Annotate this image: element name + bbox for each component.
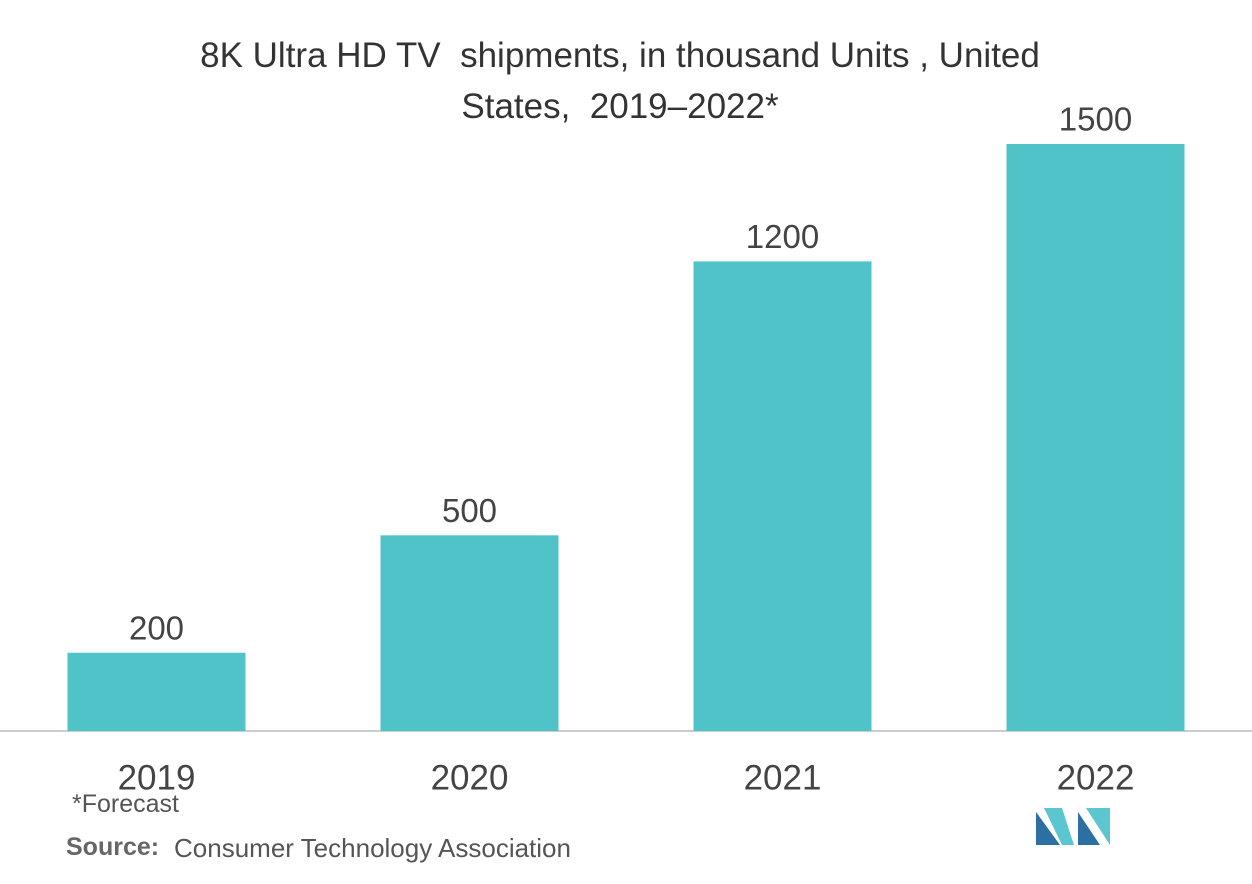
- bar: [693, 261, 872, 731]
- x-tick-label: 2019: [118, 758, 196, 797]
- logo: [1036, 808, 1110, 845]
- footnote: *Forecast: [72, 790, 179, 818]
- x-tick-label: 2022: [1057, 758, 1135, 797]
- bar: [1006, 144, 1185, 731]
- x-tick-label: 2021: [744, 758, 822, 797]
- bar: [67, 652, 246, 731]
- bar: [380, 535, 559, 731]
- value-label: 500: [442, 492, 497, 529]
- value-label: 1200: [746, 218, 819, 255]
- chart-title: 8K Ultra HD TV shipments, in thousand Un…: [200, 36, 1050, 126]
- value-label: 1500: [1059, 101, 1132, 138]
- value-label: 200: [129, 609, 184, 646]
- source: Consumer Technology Association: [174, 833, 571, 863]
- source-label: Source:: [66, 833, 160, 861]
- x-tick-label: 2020: [431, 758, 509, 797]
